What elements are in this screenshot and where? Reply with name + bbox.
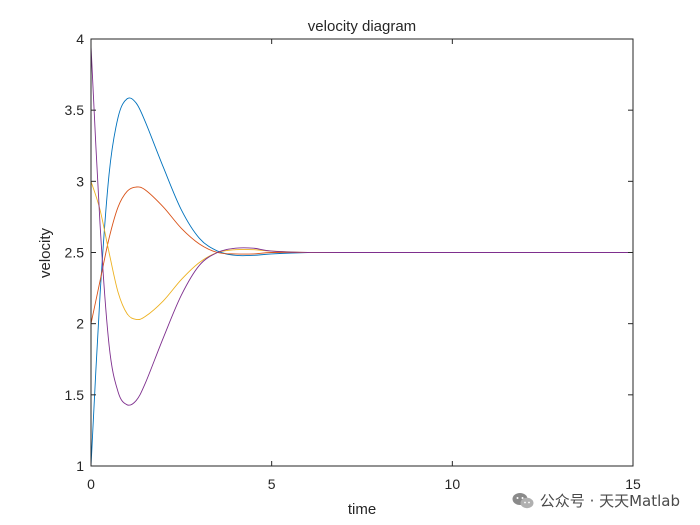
- tick-layer: 0 5 10 15 1 1.5 2 2.5 3 3.5 4: [65, 31, 641, 492]
- y-axis-label: velocity: [37, 227, 54, 278]
- series-line-4: [90, 46, 633, 406]
- y-tick-label: 1.5: [65, 387, 85, 403]
- x-tick-label: 15: [625, 476, 641, 492]
- x-tick-label: 0: [87, 476, 95, 492]
- watermark: 公众号 · 天天Matlab: [512, 490, 680, 511]
- y-tick-label: 2: [76, 316, 84, 332]
- x-tick-label: 10: [445, 476, 461, 492]
- y-tick-label: 1: [76, 458, 84, 474]
- y-tick-label: 4: [76, 31, 84, 47]
- chart-title: velocity diagram: [308, 18, 416, 35]
- wechat-icon: [512, 492, 534, 508]
- y-tick-label: 3.5: [65, 102, 85, 118]
- x-axis-label: time: [348, 501, 376, 518]
- y-tick-label: 2.5: [65, 245, 85, 261]
- series-layer: [90, 46, 633, 467]
- x-tick-label: 5: [268, 476, 276, 492]
- watermark-text: 公众号 · 天天Matlab: [539, 492, 680, 510]
- y-tick-label: 3: [76, 173, 84, 189]
